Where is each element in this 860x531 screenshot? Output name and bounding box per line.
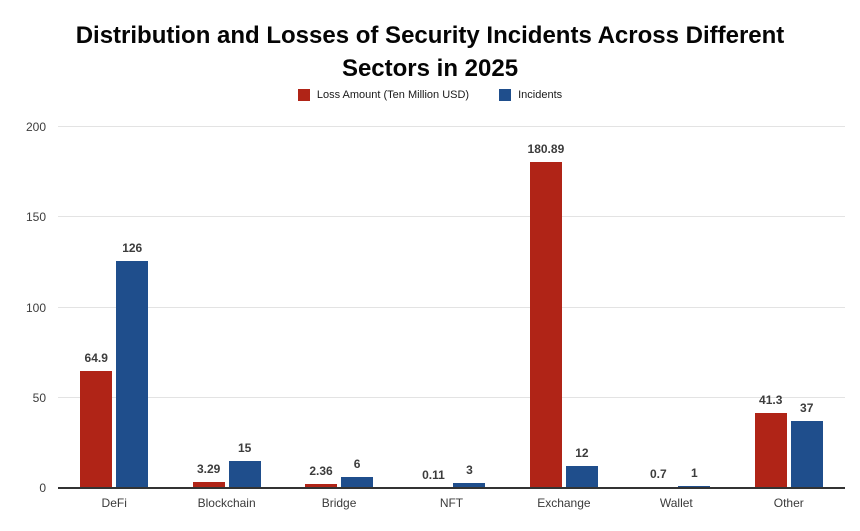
bar-col-defi-loss: 64.9 <box>80 127 113 488</box>
legend-swatch-loss-amount <box>297 89 310 101</box>
bar-value-nft-loss: 0.11 <box>422 467 445 482</box>
y-tick-label-50: 50 <box>32 390 46 405</box>
bar-col-bridge-incidents: 6 <box>341 127 374 488</box>
bar-col-nft-incidents: 3 <box>453 127 486 488</box>
bar-value-bridge-incidents: 6 <box>353 457 361 472</box>
x-axis-line <box>58 487 845 489</box>
bar-col-exchange-loss: 180.89 <box>527 127 565 488</box>
bar-col-nft-loss: 0.11 <box>417 127 450 488</box>
chart-title: Distribution and Losses of Security Inci… <box>20 20 840 86</box>
y-tick-label-200: 200 <box>25 120 46 134</box>
bar-exchange-loss <box>529 161 562 488</box>
gridline-100 <box>58 306 845 308</box>
bar-col-wallet-incidents: 1 <box>678 127 711 488</box>
bar-col-other-loss: 41.3 <box>754 127 787 488</box>
bar-nft-incidents <box>453 482 486 488</box>
bar-group-blockchain: 3.29 15 <box>170 127 282 488</box>
gridline-150 <box>58 216 845 218</box>
bar-bridge-incidents <box>341 477 374 488</box>
x-tick-label-defi: DeFi <box>101 496 127 510</box>
gridline-200 <box>58 126 845 127</box>
bar-defi-incidents <box>116 260 149 488</box>
bar-blockchain-incidents <box>228 460 261 488</box>
bar-col-blockchain-incidents: 15 <box>228 127 261 488</box>
plot-area: 64.9 126 3.29 15 2.36 6 0.11 3 180.89 12 0.7 1 41.3 3… <box>58 126 845 489</box>
legend-swatch-incidents <box>499 89 512 101</box>
bar-value-other-incidents: 37 <box>800 401 814 416</box>
bar-groups: 64.9 126 3.29 15 2.36 6 0.11 3 180.89 12 0.7 1 41.3 3… <box>58 127 845 488</box>
bar-group-bridge: 2.36 6 <box>283 127 395 488</box>
y-tick-label-100: 100 <box>25 300 46 315</box>
bar-group-nft: 0.11 3 <box>395 127 507 488</box>
legend-item-incidents: Incidents <box>499 89 562 101</box>
bar-group-exchange: 180.89 12 <box>508 127 620 488</box>
bar-value-wallet-loss: 0.7 <box>649 466 667 481</box>
bar-value-defi-incidents: 126 <box>122 240 143 255</box>
bar-col-bridge-loss: 2.36 <box>305 127 338 488</box>
bar-value-exchange-incidents: 12 <box>575 446 589 461</box>
bar-group-wallet: 0.7 1 <box>620 127 732 488</box>
bar-exchange-incidents <box>565 466 598 488</box>
bar-other-loss <box>754 413 787 488</box>
x-tick-label-other: Other <box>773 496 804 510</box>
x-tick-label-nft: NFT <box>439 496 464 510</box>
x-tick-label-wallet: Wallet <box>659 496 693 510</box>
y-tick-label-150: 150 <box>25 210 46 225</box>
legend-item-loss-amount: Loss Amount (Ten Million USD) <box>297 89 470 101</box>
bar-group-defi: 64.9 126 <box>58 127 170 488</box>
bar-value-blockchain-incidents: 15 <box>237 440 252 455</box>
bar-col-wallet-loss: 0.7 <box>642 127 675 488</box>
bar-value-wallet-incidents: 1 <box>690 466 698 481</box>
bar-other-incidents <box>790 421 823 488</box>
chart-title-line1: Distribution and Losses of Security Inci… <box>75 22 785 49</box>
bar-col-blockchain-loss: 3.29 <box>192 127 225 488</box>
x-axis-labels: DeFi Blockchain Bridge NFT Exchange Wallet Oth… <box>58 496 845 510</box>
bar-col-defi-incidents: 126 <box>116 127 149 488</box>
x-tick-label-exchange: Exchange <box>537 496 591 510</box>
x-tick-label-blockchain: Blockchain <box>197 496 256 510</box>
bar-value-nft-incidents: 3 <box>466 462 473 477</box>
bar-bridge-loss <box>305 483 338 488</box>
bar-value-bridge-loss: 2.36 <box>309 463 333 478</box>
bar-value-exchange-loss: 180.89 <box>527 141 565 156</box>
bar-blockchain-loss <box>192 482 225 488</box>
bar-value-blockchain-loss: 3.29 <box>196 462 221 477</box>
legend-label-loss-amount: Loss Amount (Ten Million USD) <box>316 89 470 101</box>
bar-col-other-incidents: 37 <box>790 127 823 488</box>
bar-defi-loss <box>80 370 113 488</box>
gridline-50 <box>58 396 845 398</box>
legend-label-incidents: Incidents <box>518 89 563 101</box>
bar-col-exchange-incidents: 12 <box>565 127 598 488</box>
bar-value-other-loss: 41.3 <box>759 393 783 408</box>
chart-title-line2: Sectors in 2025 <box>341 54 519 82</box>
y-axis-labels: 0 50 100 150 200 <box>0 120 46 495</box>
legend: Loss Amount (Ten Million USD) Incidents <box>0 89 860 101</box>
bar-value-defi-loss: 64.9 <box>84 350 108 365</box>
x-tick-label-bridge: Bridge <box>321 496 357 510</box>
bar-group-other: 41.3 37 <box>733 127 845 488</box>
y-tick-label-0: 0 <box>39 481 46 495</box>
